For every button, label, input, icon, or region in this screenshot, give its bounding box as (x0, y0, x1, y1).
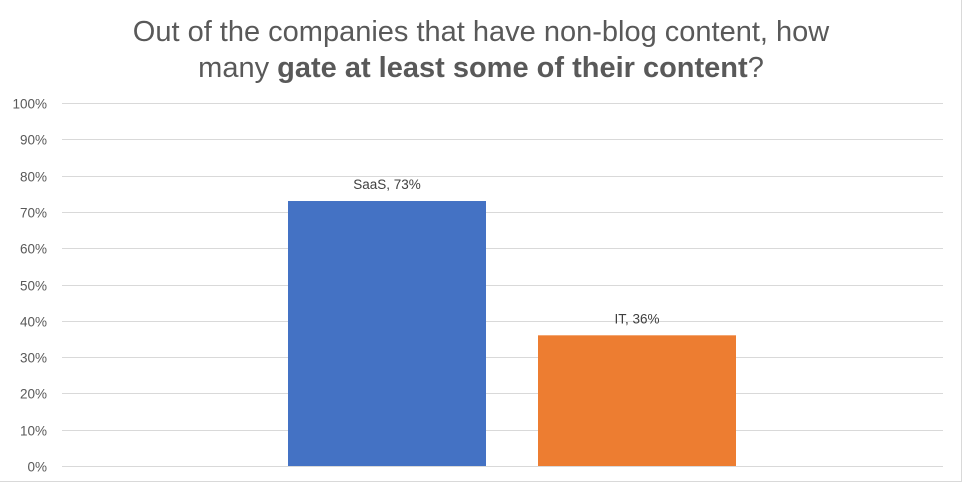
chart-title-pre: many (198, 52, 278, 84)
y-tick-label: 70% (20, 206, 47, 221)
y-tick-label: 10% (20, 424, 47, 439)
y-tick-label: 90% (20, 133, 47, 148)
y-tick-label: 0% (27, 460, 47, 475)
data-label-it: IT, 36% (614, 311, 659, 326)
bar-saas (288, 201, 486, 466)
bar-it (538, 335, 736, 466)
y-tick-label: 100% (12, 97, 47, 112)
y-tick-label: 50% (20, 279, 47, 294)
gridlines (62, 103, 943, 467)
data-label-saas: SaaS, 73% (353, 177, 421, 192)
y-tick-label: 40% (20, 315, 47, 330)
chart-title: Out of the companies that have non-blog … (0, 14, 962, 86)
chart-title-post: ? (747, 52, 764, 84)
bars (288, 201, 736, 466)
y-tick-label: 80% (20, 170, 47, 185)
y-tick-label: 60% (20, 242, 47, 257)
chart-title-line-2: many gate at least some of their content… (0, 50, 962, 86)
y-axis-tick-labels: 0% 10% 20% 30% 40% 50% 60% 70% 80% 90% 100% (12, 97, 47, 475)
data-labels: SaaS, 73% IT, 36% (353, 177, 659, 326)
y-tick-label: 20% (20, 387, 47, 402)
chart-title-line-1: Out of the companies that have non-blog … (132, 16, 830, 48)
y-tick-label: 30% (20, 351, 47, 366)
chart-title-bold: gate at least some of their content (277, 52, 748, 84)
